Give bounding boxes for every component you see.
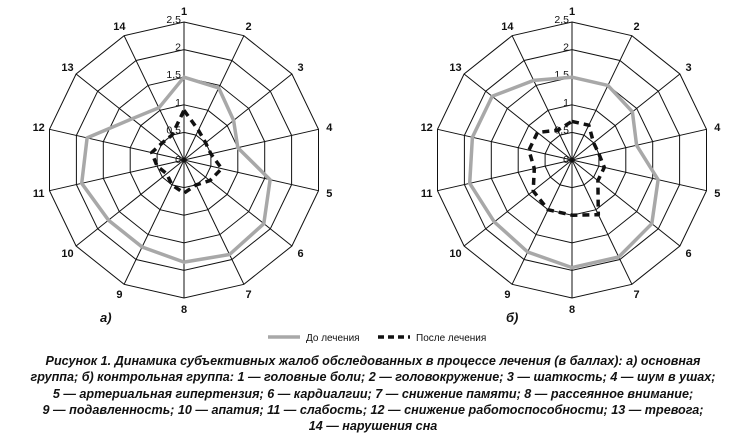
axis-label-1: 1 [569,6,575,18]
axis-label-4: 4 [714,122,721,134]
grid-spoke-14 [511,35,573,161]
axis-label-9: 9 [116,289,122,301]
grid-spoke-7 [183,159,245,285]
tick-label: 0 [175,154,181,166]
grid-spoke-5 [183,159,319,192]
axis-label-13: 13 [61,62,73,74]
radar-charts: 00,511,522,51234567891011121314а)00,511,… [33,6,722,344]
caption-line-3: 5 — артериальная гипертензия; 6 — кардиа… [52,386,694,401]
panel-label: а) [100,310,112,325]
tick-label: 2,5 [554,14,569,26]
axis-label-6: 6 [685,248,691,260]
grid-spoke-9 [511,159,573,285]
grid-spoke-3 [571,73,681,161]
axis-label-12: 12 [33,122,45,134]
axis-label-13: 13 [449,62,461,74]
tick-label: 0 [563,154,569,166]
axis-label-14: 14 [501,21,514,33]
grid-spoke-2 [183,35,245,161]
axis-label-7: 7 [634,289,640,301]
series-after-treatment [527,119,607,217]
axis-label-14: 14 [113,21,126,33]
series-after-treatment [149,108,224,195]
grid-spoke-4 [571,128,707,161]
grid-spoke-2 [571,35,633,161]
series-before-treatment [467,75,660,270]
axis-label-5: 5 [714,188,720,200]
grid-spoke-6 [183,159,293,247]
caption-line-4: 9 — подавленность; 10 — апатия; 11 — сла… [42,402,704,417]
figure-caption: Рисунок 1. Динамика субъективных жалоб о… [6,353,740,434]
grid-spoke-10 [463,159,573,247]
tick-label: 1,5 [166,69,181,81]
caption-line-1: Рисунок 1. Динамика субъективных жалоб о… [45,354,701,368]
legend-label: До лечения [306,333,360,344]
caption-line-2: группа; б) контрольная группа: 1 — голов… [30,370,716,385]
tick-label: 0,5 [554,124,569,136]
axis-label-10: 10 [61,248,73,260]
grid-spoke-12 [437,128,573,161]
axis-label-2: 2 [634,21,640,33]
grid-spoke-14 [123,35,185,161]
axis-label-11: 11 [421,188,433,200]
grid-spoke-6 [571,159,681,247]
tick-label: 1 [563,97,569,109]
grid-spoke-12 [49,128,185,161]
series-before-treatment [79,75,272,264]
axis-label-9: 9 [504,289,510,301]
grid-spoke-11 [49,159,185,192]
grid-spoke-10 [75,159,185,247]
axis-label-3: 3 [297,62,303,74]
axis-label-2: 2 [246,21,252,33]
tick-label: 2,5 [166,14,181,26]
legend-label: После лечения [416,333,486,344]
caption-line-5: 14 — нарушения сна [308,419,438,434]
axis-label-12: 12 [421,122,433,134]
axis-label-1: 1 [181,6,187,18]
axis-label-8: 8 [569,304,575,316]
axis-label-10: 10 [449,248,461,260]
grid-spoke-9 [123,159,185,285]
tick-label: 2 [563,42,569,54]
panel-label: б) [506,310,518,325]
axis-label-5: 5 [326,188,332,200]
radar-figure: 0 0,5 1 1,5 2 2,5 1 2 3 4 5 6 7 8 9 10 11 12 13 14 а) 0 0,5 1 1,… [33,6,722,344]
axis-label-11: 11 [33,188,45,200]
axis-label-4: 4 [326,122,333,134]
grid-spoke-4 [183,128,319,161]
grid-spoke-3 [183,73,293,161]
grid-spoke-13 [75,73,185,161]
axis-label-8: 8 [181,304,187,316]
tick-label: 1 [175,97,181,109]
axis-label-3: 3 [685,62,691,74]
grid-spoke-13 [463,73,573,161]
grid-spoke-11 [437,159,573,192]
tick-label: 2 [175,42,181,54]
axis-label-6: 6 [297,248,303,260]
grid-spoke-7 [571,159,633,285]
grid-spoke-5 [571,159,707,192]
axis-label-7: 7 [246,289,252,301]
